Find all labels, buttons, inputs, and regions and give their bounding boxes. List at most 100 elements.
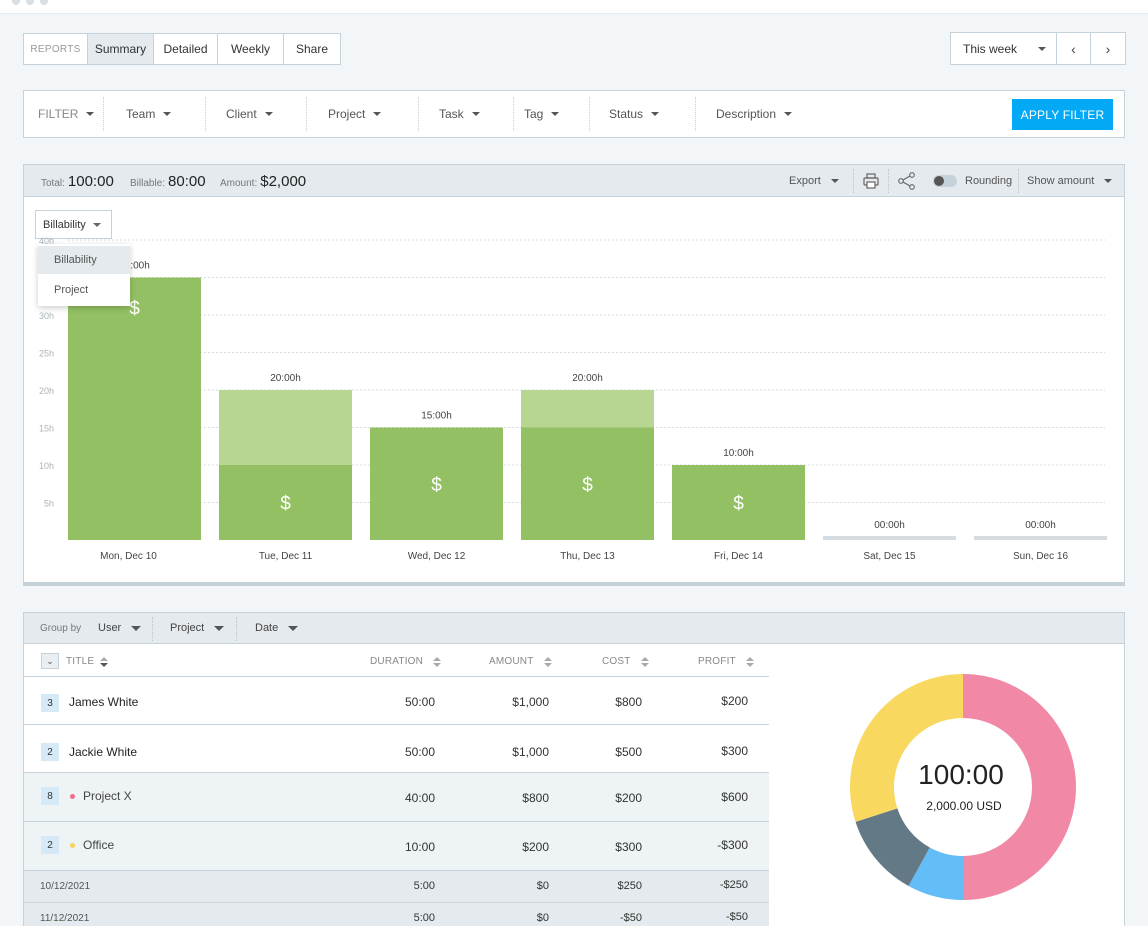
- toggle-knob: [934, 176, 944, 186]
- row-title: Office: [83, 838, 115, 852]
- row-cost: $200: [615, 791, 642, 805]
- row-duration: 5:00: [413, 912, 435, 924]
- amount-value: $2,000: [260, 173, 307, 190]
- column-amount[interactable]: AMOUNT: [489, 656, 552, 667]
- column-cost[interactable]: COST: [602, 656, 649, 667]
- donut-segment[interactable]: [908, 847, 963, 900]
- window-control-dot[interactable]: [26, 0, 34, 5]
- y-tick-label: 20h: [39, 386, 54, 396]
- x-tick-label: Sun, Dec 16: [1013, 551, 1068, 562]
- chart-mode-option-billability[interactable]: Billability: [38, 246, 130, 274]
- y-tick-label: 30h: [39, 311, 54, 321]
- row-duration: 40:00: [404, 791, 435, 805]
- print-icon[interactable]: [862, 172, 880, 190]
- column-duration[interactable]: DURATION: [370, 656, 442, 667]
- chevron-down-icon: [784, 112, 793, 116]
- donut-total: 100:00: [918, 759, 1004, 790]
- column-duration-label: DURATION: [370, 656, 424, 667]
- divider: [1018, 169, 1019, 193]
- chart-panel: Total: 100:00 Billable: 80:00 Amount: $2,00…: [23, 164, 1125, 586]
- rounding-toggle[interactable]: [933, 175, 957, 187]
- filter-project[interactable]: Project: [328, 91, 382, 137]
- row-date: 10/12/2021: [40, 881, 91, 892]
- sort-icon: [100, 656, 109, 667]
- divider: [103, 97, 104, 131]
- table-header: ⌄ TITLE DURATION AMOUNT COST PROFIT: [24, 644, 769, 677]
- entry-count-badge: 2: [41, 743, 59, 761]
- apply-filter-button[interactable]: APPLY FILTER: [1012, 99, 1113, 130]
- filter-task[interactable]: Task: [439, 91, 480, 137]
- divider: [853, 169, 854, 193]
- date-range-select[interactable]: This week: [951, 33, 1057, 64]
- report-table: ⌄ TITLE DURATION AMOUNT COST PROFIT 3 Ja…: [24, 644, 769, 926]
- sort-icon: [433, 656, 442, 667]
- project-color-dot: [70, 794, 75, 799]
- group-by-project[interactable]: Project: [170, 622, 225, 634]
- show-amount-label: Show amount: [1027, 175, 1095, 187]
- group-by-user[interactable]: User: [98, 622, 142, 634]
- report-table-panel: Group by User Project Date ⌄ TITLE DURAT…: [23, 612, 1125, 926]
- filter-client[interactable]: Client: [226, 91, 273, 137]
- expand-all-icon[interactable]: ⌄: [41, 653, 59, 669]
- chevron-right-icon[interactable]: ›: [1105, 40, 1111, 57]
- tab-reports: REPORTS: [24, 34, 88, 64]
- row-cost: $250: [617, 880, 642, 892]
- donut-segment[interactable]: [855, 808, 930, 887]
- column-title[interactable]: TITLE: [66, 656, 109, 667]
- x-tick-label: Tue, Dec 11: [259, 551, 313, 562]
- y-tick-label: 10h: [39, 461, 54, 471]
- total-label: Total:: [41, 178, 65, 189]
- table-row[interactable]: 2 Jackie White 50:00 $1,000 $500 $300: [24, 725, 769, 773]
- row-cost: $300: [615, 840, 642, 854]
- filter-label: FILTER: [38, 107, 79, 121]
- row-cost: -$50: [619, 912, 642, 924]
- chevron-down-icon: [1038, 47, 1046, 51]
- filter-description[interactable]: Description: [716, 91, 793, 137]
- tab-summary[interactable]: Summary: [88, 34, 154, 64]
- table-row[interactable]: 2 Office 10:00 $200 $300 -$300: [24, 822, 769, 871]
- donut-amount: 2,000.00 USD: [926, 799, 1002, 813]
- billable-label: Billable:: [130, 178, 166, 189]
- column-profit[interactable]: PROFIT: [698, 656, 754, 667]
- x-tick-label: Fri, Dec 14: [714, 551, 763, 562]
- rounding-label: Rounding: [965, 175, 1013, 187]
- share-icon[interactable]: [897, 171, 917, 191]
- donut-segment[interactable]: [963, 674, 1076, 900]
- filter-dropdown[interactable]: FILTER: [38, 91, 95, 137]
- show-amount-dropdown[interactable]: Show amount: [1027, 175, 1113, 187]
- group-by-bar: Group by User Project Date: [24, 613, 1124, 644]
- bar-empty: [974, 536, 1107, 540]
- row-duration: 50:00: [404, 745, 435, 759]
- chart-mode-select[interactable]: Billability: [35, 210, 112, 239]
- x-tick-label: Wed, Dec 12: [408, 551, 466, 562]
- filter-tag[interactable]: Tag: [524, 91, 560, 137]
- chevron-down-icon: [830, 179, 839, 183]
- filter-status[interactable]: Status: [609, 91, 660, 137]
- table-row[interactable]: 8 Project X 40:00 $800 $200 $600: [24, 773, 769, 822]
- chevron-down-icon: [373, 112, 382, 116]
- sort-icon: [745, 656, 754, 667]
- y-tick-label: 25h: [39, 349, 54, 359]
- row-amount: $800: [522, 791, 549, 805]
- table-row[interactable]: 10/12/2021 5:00 $0 $250 -$250: [24, 871, 769, 903]
- chart-mode-label: Billability: [43, 218, 86, 231]
- table-row[interactable]: 11/12/2021 5:00 $0 -$50 -$50: [24, 903, 769, 926]
- chevron-left-icon[interactable]: ‹: [1057, 33, 1091, 64]
- chart-mode-option-project[interactable]: Project: [54, 284, 89, 296]
- window-control-dot[interactable]: [12, 0, 20, 5]
- chevron-down-icon: [264, 112, 273, 116]
- filter-status-label: Status: [609, 107, 644, 121]
- tab-detailed[interactable]: Detailed: [154, 34, 218, 64]
- tab-weekly[interactable]: Weekly: [218, 34, 284, 64]
- filter-team[interactable]: Team: [126, 91, 172, 137]
- row-title: Project X: [83, 789, 132, 803]
- tab-share[interactable]: Share: [295, 42, 329, 56]
- donut-segment[interactable]: [850, 674, 963, 822]
- group-by-date[interactable]: Date: [255, 622, 299, 634]
- window-control-dot[interactable]: [40, 0, 48, 5]
- row-title: James White: [69, 695, 139, 709]
- export-dropdown[interactable]: Export: [789, 175, 839, 187]
- table-row[interactable]: 3 James White 50:00 $1,000 $800 $200: [24, 677, 769, 725]
- row-profit: $200: [721, 694, 748, 708]
